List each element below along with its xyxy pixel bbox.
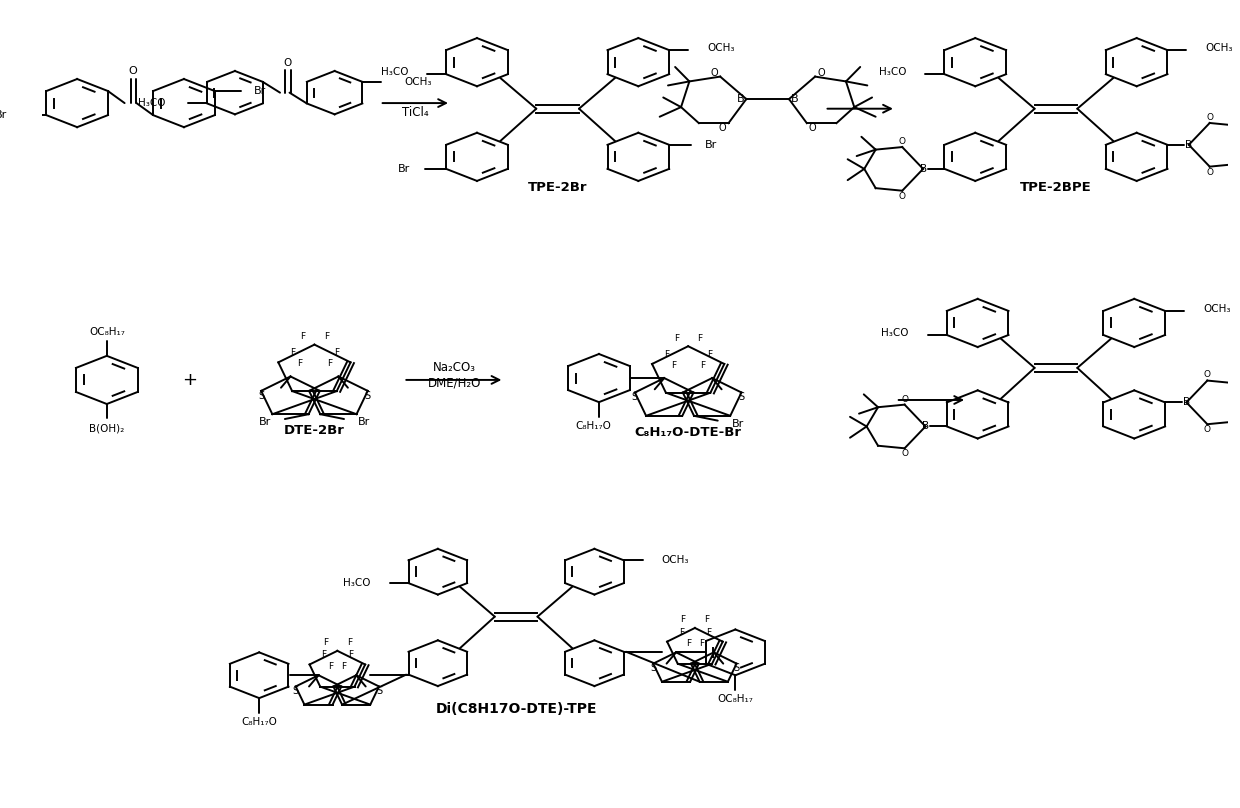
Text: O: O: [283, 58, 291, 68]
Text: S: S: [650, 663, 656, 673]
Text: S: S: [365, 391, 371, 401]
Text: F: F: [704, 616, 709, 625]
Text: O: O: [1207, 168, 1213, 177]
Text: F: F: [681, 616, 686, 625]
Text: B: B: [791, 94, 799, 104]
Text: O: O: [808, 123, 817, 133]
Text: O: O: [719, 123, 727, 133]
Text: DME/H₂O: DME/H₂O: [428, 377, 481, 389]
Text: H₃CO: H₃CO: [381, 67, 408, 77]
Text: O: O: [1207, 113, 1213, 122]
Text: F: F: [678, 628, 684, 637]
Text: Na₂CO₃: Na₂CO₃: [433, 360, 476, 373]
Text: OCH₃: OCH₃: [404, 77, 432, 86]
Text: F: F: [708, 350, 713, 359]
Text: Br: Br: [398, 164, 410, 174]
Text: F: F: [298, 360, 303, 368]
Text: F: F: [706, 628, 711, 637]
Text: DTE-2Br: DTE-2Br: [284, 424, 345, 437]
Text: TPE-2BPE: TPE-2BPE: [1021, 181, 1092, 194]
Text: Br: Br: [258, 417, 270, 427]
Text: O: O: [711, 69, 718, 78]
Text: Br: Br: [358, 417, 371, 427]
Text: S: S: [376, 686, 382, 696]
Text: OC₈H₁₇: OC₈H₁₇: [718, 694, 754, 705]
Text: F: F: [290, 348, 295, 357]
Text: O: O: [899, 137, 905, 146]
Text: F: F: [321, 650, 326, 659]
Text: O: O: [129, 66, 138, 76]
Text: F: F: [347, 638, 352, 647]
Text: H₃CO: H₃CO: [343, 579, 371, 588]
Text: B: B: [920, 164, 926, 174]
Text: Di(C8H17O-DTE)-TPE: Di(C8H17O-DTE)-TPE: [435, 702, 596, 716]
Text: OCH₃: OCH₃: [707, 43, 734, 53]
Text: C₈H₁₇O: C₈H₁₇O: [575, 421, 611, 431]
Text: B: B: [1185, 140, 1193, 149]
Text: H₃CO: H₃CO: [879, 67, 906, 77]
Text: O: O: [901, 394, 908, 403]
Text: Br: Br: [732, 419, 744, 429]
Text: F: F: [671, 361, 676, 370]
Text: F: F: [697, 334, 703, 343]
Text: Br: Br: [704, 140, 717, 149]
Text: F: F: [673, 334, 678, 343]
Text: F: F: [329, 662, 334, 671]
Text: S: S: [258, 391, 264, 401]
Text: Br: Br: [254, 86, 265, 96]
Text: C₈H₁₇O: C₈H₁₇O: [242, 718, 277, 727]
Text: O: O: [1204, 370, 1210, 380]
Text: F: F: [686, 639, 691, 648]
Text: O: O: [899, 191, 905, 201]
Text: OC₈H₁₇: OC₈H₁₇: [89, 326, 125, 337]
Text: OCH₃: OCH₃: [1205, 43, 1233, 53]
Text: F: F: [341, 662, 346, 671]
Text: F: F: [324, 332, 329, 341]
Text: TPE-2Br: TPE-2Br: [528, 181, 588, 194]
Text: Br: Br: [0, 110, 7, 120]
Text: TiCl₄: TiCl₄: [402, 106, 429, 120]
Text: S: S: [738, 393, 744, 402]
Text: OCH₃: OCH₃: [1203, 304, 1230, 314]
Text: S: S: [632, 393, 637, 402]
Text: O: O: [817, 69, 825, 78]
Text: C₈H₁₇O-DTE-Br: C₈H₁₇O-DTE-Br: [635, 426, 742, 439]
Text: O: O: [1204, 425, 1210, 435]
Text: H₃CO: H₃CO: [882, 327, 909, 338]
Text: F: F: [701, 361, 706, 370]
Text: F: F: [663, 350, 668, 359]
Text: B: B: [921, 422, 929, 431]
Text: OCH₃: OCH₃: [662, 555, 689, 566]
Text: O: O: [901, 449, 908, 458]
Text: B: B: [737, 94, 744, 104]
Text: S: S: [293, 686, 299, 696]
Text: B(OH)₂: B(OH)₂: [89, 423, 124, 433]
Text: F: F: [348, 650, 353, 659]
Text: F: F: [326, 360, 332, 368]
Text: F: F: [699, 639, 704, 648]
Text: F: F: [334, 348, 339, 357]
Text: H₃CO: H₃CO: [138, 99, 166, 108]
Text: S: S: [734, 663, 739, 673]
Text: B: B: [1183, 398, 1190, 407]
Text: F: F: [300, 332, 305, 341]
Text: F: F: [322, 638, 329, 647]
Text: +: +: [182, 371, 197, 389]
